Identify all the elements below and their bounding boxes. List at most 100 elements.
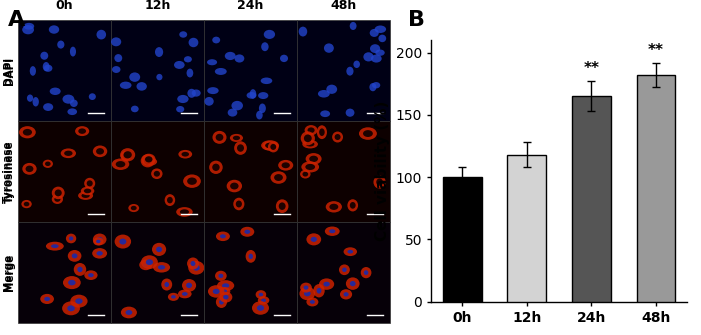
Ellipse shape	[61, 148, 76, 158]
Ellipse shape	[145, 159, 154, 164]
Ellipse shape	[153, 262, 170, 273]
Ellipse shape	[156, 247, 162, 252]
Ellipse shape	[119, 239, 126, 245]
Ellipse shape	[46, 242, 64, 251]
Ellipse shape	[250, 89, 257, 99]
Ellipse shape	[261, 77, 272, 84]
Ellipse shape	[233, 198, 245, 210]
Ellipse shape	[52, 194, 63, 204]
Ellipse shape	[256, 290, 266, 299]
Ellipse shape	[186, 283, 192, 288]
Ellipse shape	[21, 200, 32, 208]
Ellipse shape	[302, 172, 308, 177]
Ellipse shape	[332, 132, 343, 142]
Ellipse shape	[346, 277, 360, 290]
Ellipse shape	[51, 244, 59, 248]
Ellipse shape	[317, 125, 327, 139]
Ellipse shape	[212, 37, 220, 44]
Ellipse shape	[259, 293, 263, 296]
Ellipse shape	[361, 267, 372, 278]
Ellipse shape	[340, 289, 352, 299]
Ellipse shape	[145, 156, 153, 162]
Text: **: **	[648, 43, 664, 58]
Ellipse shape	[228, 109, 238, 117]
Ellipse shape	[64, 151, 72, 156]
Ellipse shape	[280, 55, 288, 62]
Ellipse shape	[323, 282, 330, 286]
Ellipse shape	[326, 85, 337, 94]
Ellipse shape	[154, 171, 160, 177]
Ellipse shape	[215, 271, 226, 281]
Ellipse shape	[131, 206, 137, 210]
Text: DAPI: DAPI	[3, 56, 13, 84]
Ellipse shape	[75, 126, 89, 136]
Ellipse shape	[97, 237, 102, 242]
Ellipse shape	[84, 189, 91, 193]
Ellipse shape	[45, 161, 50, 166]
Ellipse shape	[256, 111, 263, 120]
Ellipse shape	[274, 174, 283, 181]
Ellipse shape	[52, 187, 64, 199]
Ellipse shape	[300, 170, 311, 179]
Ellipse shape	[55, 190, 62, 196]
FancyBboxPatch shape	[297, 222, 390, 323]
Ellipse shape	[205, 97, 214, 106]
Ellipse shape	[309, 156, 318, 162]
Ellipse shape	[22, 163, 36, 175]
Ellipse shape	[49, 25, 59, 34]
Ellipse shape	[363, 130, 373, 137]
Y-axis label: Cell viability (%): Cell viability (%)	[375, 100, 390, 241]
Ellipse shape	[156, 74, 163, 80]
Ellipse shape	[24, 23, 34, 29]
Ellipse shape	[216, 231, 230, 241]
Ellipse shape	[234, 141, 247, 155]
Ellipse shape	[350, 22, 357, 30]
Ellipse shape	[261, 298, 266, 302]
Ellipse shape	[319, 128, 325, 136]
Bar	[443, 177, 482, 302]
Ellipse shape	[217, 280, 234, 291]
Ellipse shape	[43, 160, 53, 168]
Ellipse shape	[317, 288, 322, 293]
Ellipse shape	[306, 233, 321, 246]
Ellipse shape	[40, 294, 54, 304]
Ellipse shape	[43, 103, 53, 111]
FancyBboxPatch shape	[204, 222, 297, 323]
Ellipse shape	[191, 89, 200, 97]
Ellipse shape	[70, 99, 78, 107]
Ellipse shape	[183, 175, 200, 188]
Text: Tyrosinase: Tyrosinase	[5, 140, 15, 203]
Ellipse shape	[63, 276, 81, 289]
Ellipse shape	[371, 55, 382, 63]
Ellipse shape	[69, 237, 74, 241]
Ellipse shape	[364, 270, 368, 275]
Ellipse shape	[212, 289, 219, 294]
Ellipse shape	[350, 281, 355, 286]
Ellipse shape	[41, 52, 48, 60]
Ellipse shape	[171, 295, 176, 298]
Ellipse shape	[93, 238, 104, 246]
Ellipse shape	[235, 54, 245, 63]
Ellipse shape	[96, 240, 100, 243]
Ellipse shape	[372, 82, 380, 88]
Ellipse shape	[222, 289, 227, 293]
Ellipse shape	[191, 261, 196, 266]
Ellipse shape	[177, 95, 189, 103]
Ellipse shape	[151, 169, 163, 179]
Ellipse shape	[329, 229, 335, 233]
Ellipse shape	[182, 152, 189, 156]
Ellipse shape	[237, 144, 244, 152]
Ellipse shape	[131, 106, 139, 112]
Ellipse shape	[44, 65, 53, 72]
Ellipse shape	[222, 283, 229, 288]
Bar	[508, 155, 546, 302]
Ellipse shape	[54, 197, 60, 202]
Ellipse shape	[141, 154, 155, 168]
Ellipse shape	[230, 134, 243, 142]
Ellipse shape	[370, 44, 380, 53]
Ellipse shape	[142, 154, 156, 165]
Ellipse shape	[79, 128, 86, 134]
Ellipse shape	[300, 283, 312, 292]
Ellipse shape	[282, 162, 290, 168]
Ellipse shape	[374, 176, 386, 189]
